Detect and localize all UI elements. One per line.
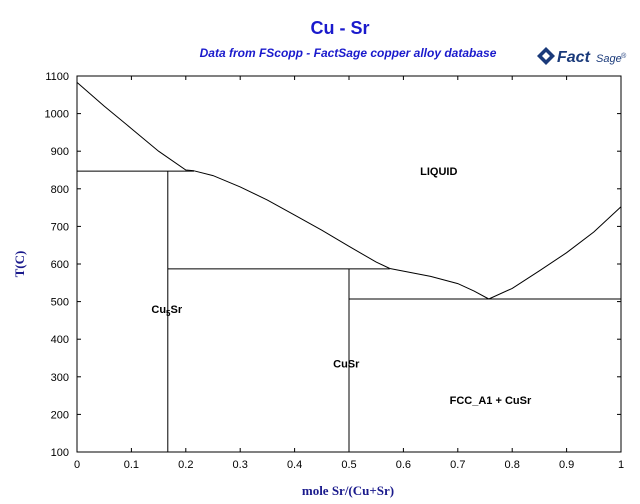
x-tick-label: 1 bbox=[618, 459, 624, 471]
x-tick-label: 0.9 bbox=[559, 459, 574, 471]
phase-label: Cu5Sr bbox=[151, 304, 182, 318]
phase-boundary-line bbox=[76, 82, 195, 172]
phase-label: FCC_A1 + CuSr bbox=[450, 395, 532, 407]
y-tick-label: 800 bbox=[51, 184, 69, 196]
phase-boundary-line bbox=[193, 170, 391, 269]
y-tick-label: 600 bbox=[51, 259, 69, 271]
x-tick-label: 0.8 bbox=[505, 459, 520, 471]
x-tick-label: 0.7 bbox=[450, 459, 465, 471]
phase-boundary-line bbox=[389, 268, 490, 300]
phase-boundaries bbox=[76, 82, 622, 452]
x-axis: 0 0.1 0.2 0.3 0.4 0.5 0.6 0.7 0.8 0.9 1 bbox=[74, 76, 624, 471]
y-axis: 100 200 300 400 500 600 700 800 900 1000 1100 bbox=[45, 71, 621, 459]
y-tick-label: 200 bbox=[51, 409, 69, 421]
phase-labels: LIQUID Cu5Sr CuSr FCC_A1 + CuSr bbox=[151, 166, 532, 407]
y-axis-label: T(C) bbox=[12, 251, 27, 278]
x-tick-label: 0.6 bbox=[396, 459, 411, 471]
y-tick-label: 1100 bbox=[45, 71, 69, 83]
y-tick-label: 700 bbox=[51, 221, 69, 233]
x-tick-label: 0.5 bbox=[341, 459, 356, 471]
y-tick-label: 500 bbox=[51, 297, 69, 309]
logo-text: Fact bbox=[557, 49, 591, 66]
y-tick-label: 400 bbox=[51, 334, 69, 346]
phase-boundary-line bbox=[488, 206, 622, 300]
chart-subtitle: Data from FScopp - FactSage copper alloy… bbox=[200, 46, 497, 60]
x-tick-label: 0.2 bbox=[178, 459, 193, 471]
factsage-logo: Fact Sage ® bbox=[537, 47, 627, 66]
phase-label: CuSr bbox=[333, 359, 360, 371]
x-tick-label: 0.4 bbox=[287, 459, 302, 471]
logo-mark-icon bbox=[537, 47, 555, 65]
y-tick-label: 900 bbox=[51, 146, 69, 158]
y-tick-label: 1000 bbox=[45, 109, 69, 121]
phase-label: LIQUID bbox=[420, 166, 457, 178]
x-tick-label: 0 bbox=[74, 459, 80, 471]
logo-text-secondary: Sage bbox=[596, 53, 622, 65]
x-tick-label: 0.1 bbox=[124, 459, 139, 471]
x-tick-label: 0.3 bbox=[233, 459, 248, 471]
chart-title: Cu - Sr bbox=[310, 18, 369, 38]
logo-registered-mark: ® bbox=[621, 52, 627, 60]
y-tick-label: 100 bbox=[51, 447, 69, 459]
y-tick-label: 300 bbox=[51, 372, 69, 384]
x-axis-label: mole Sr/(Cu+Sr) bbox=[302, 483, 394, 498]
